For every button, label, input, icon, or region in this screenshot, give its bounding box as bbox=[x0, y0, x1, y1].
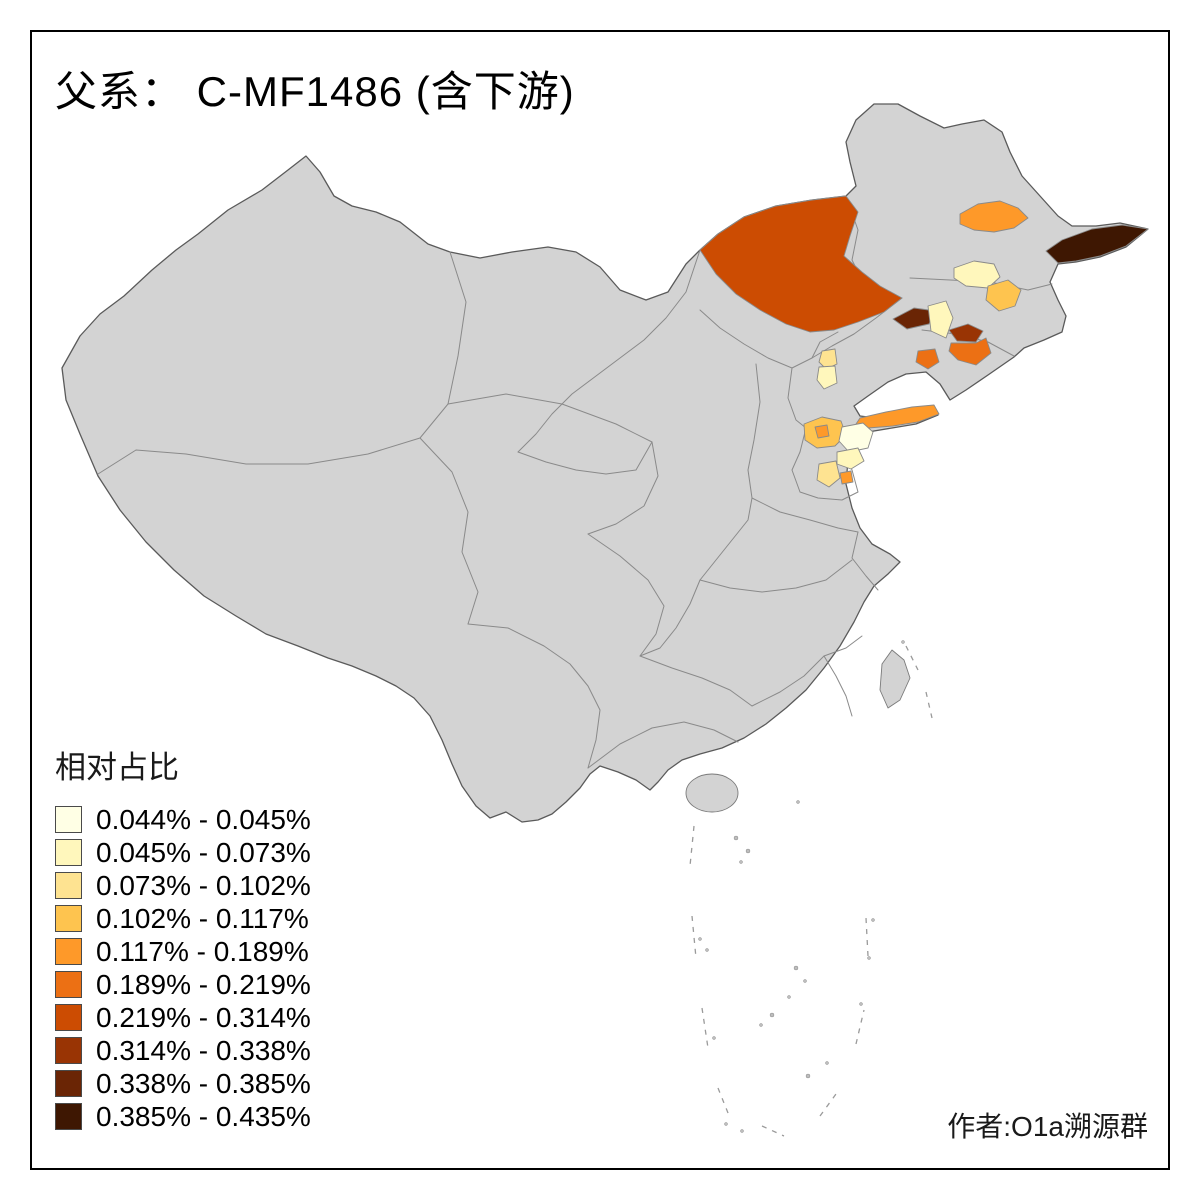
legend-label: 0.338% - 0.385% bbox=[96, 1067, 311, 1099]
legend-swatch bbox=[55, 839, 82, 866]
legend-title: 相对占比 bbox=[55, 750, 179, 785]
legend-label: 0.314% - 0.338% bbox=[96, 1034, 311, 1066]
map-region-r5 bbox=[985, 279, 1022, 312]
legend-swatch bbox=[55, 938, 82, 965]
map-region-r3 bbox=[959, 200, 1029, 233]
legend-item: 0.102% - 0.117% bbox=[55, 902, 311, 935]
map-region-r15 bbox=[814, 424, 830, 439]
legend-label: 0.219% - 0.314% bbox=[96, 1001, 311, 1033]
legend-item: 0.117% - 0.189% bbox=[55, 935, 311, 968]
taiwan-island bbox=[879, 649, 911, 709]
map-region-r19 bbox=[839, 470, 854, 485]
nine-dash-line bbox=[689, 645, 933, 1137]
legend-swatch bbox=[55, 1103, 82, 1130]
legend-item: 0.219% - 0.314% bbox=[55, 1001, 311, 1034]
map-region-r7 bbox=[927, 300, 954, 339]
legend-item: 0.073% - 0.102% bbox=[55, 869, 311, 902]
map-region-r17 bbox=[836, 447, 865, 470]
legend-label: 0.073% - 0.102% bbox=[96, 869, 311, 901]
legend-item: 0.314% - 0.338% bbox=[55, 1034, 311, 1067]
legend-item: 0.385% - 0.435% bbox=[55, 1100, 311, 1133]
legend: 相对占比 0.044% - 0.045% 0.045% - 0.073% 0.0… bbox=[55, 742, 311, 1133]
map-region-r13 bbox=[855, 404, 940, 429]
map-region-r16 bbox=[838, 422, 874, 453]
legend-label: 0.102% - 0.117% bbox=[96, 902, 309, 934]
legend-swatch bbox=[55, 1037, 82, 1064]
islands bbox=[685, 649, 911, 813]
island-specks bbox=[698, 640, 905, 1133]
legend-label: 0.117% - 0.189% bbox=[96, 935, 309, 967]
legend-swatch bbox=[55, 806, 82, 833]
map-region-r1 bbox=[699, 195, 903, 333]
legend-label: 0.044% - 0.045% bbox=[96, 803, 311, 835]
legend-label: 0.189% - 0.219% bbox=[96, 968, 311, 1000]
map-region-r4 bbox=[953, 260, 1001, 289]
map-region-r2 bbox=[1045, 224, 1149, 264]
choropleth-regions bbox=[699, 195, 1149, 488]
map-region-r9 bbox=[948, 337, 992, 366]
legend-item: 0.189% - 0.219% bbox=[55, 968, 311, 1001]
legend-swatch bbox=[55, 971, 82, 998]
map-region-r10 bbox=[915, 348, 940, 370]
legend-item: 0.338% - 0.385% bbox=[55, 1067, 311, 1100]
hainan-island bbox=[685, 773, 739, 813]
legend-item: 0.044% - 0.045% bbox=[55, 803, 311, 836]
legend-swatch bbox=[55, 1004, 82, 1031]
legend-label: 0.385% - 0.435% bbox=[96, 1100, 311, 1132]
legend-label: 0.045% - 0.073% bbox=[96, 836, 311, 868]
map-region-r12 bbox=[816, 365, 838, 390]
legend-swatch bbox=[55, 1070, 82, 1097]
map-region-r18 bbox=[816, 460, 841, 488]
author-credit: 作者:O1a溯源群 bbox=[947, 1111, 1148, 1142]
legend-swatch bbox=[55, 872, 82, 899]
legend-swatch bbox=[55, 905, 82, 932]
legend-item: 0.045% - 0.073% bbox=[55, 836, 311, 869]
map-region-r8 bbox=[948, 323, 984, 343]
page-title: 父系： C-MF1486 (含下游) bbox=[55, 68, 575, 115]
